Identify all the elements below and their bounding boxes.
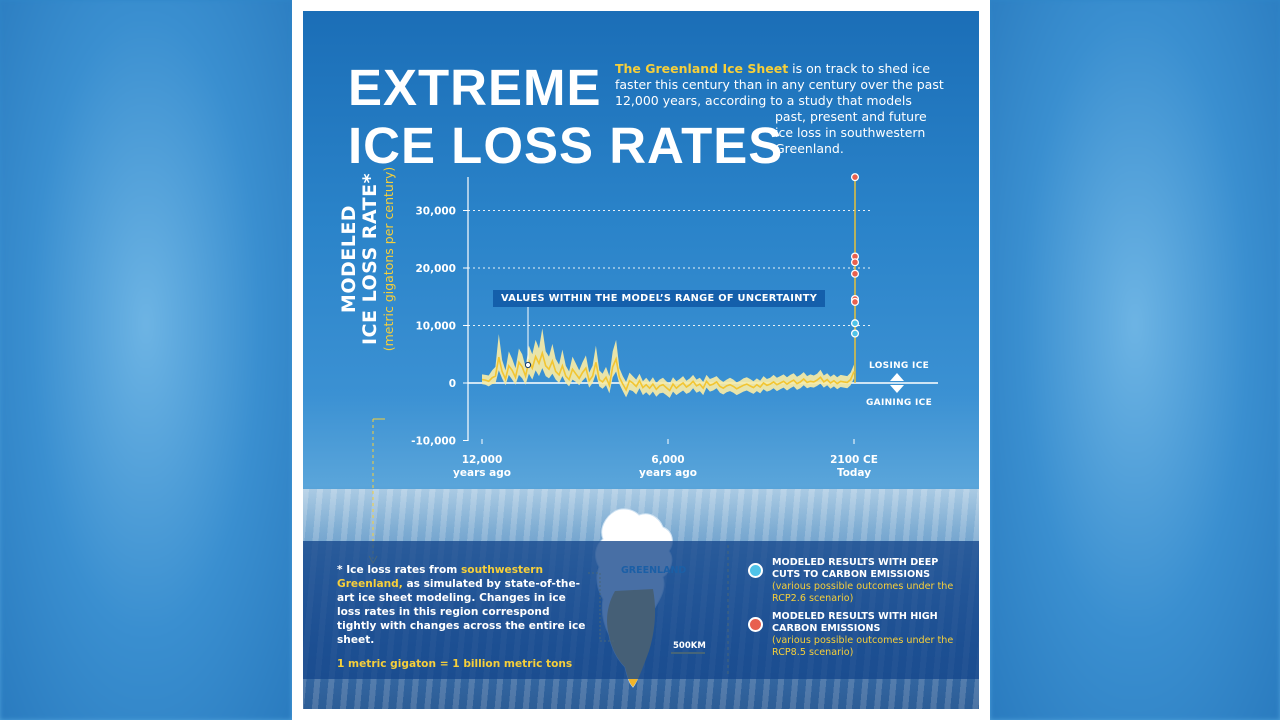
infographic-poster: EXTREME ICE LOSS RATES The Greenland Ice…	[303, 11, 979, 709]
footnote: * Ice loss rates from southwestern Green…	[337, 563, 592, 671]
title-line-2: ICE LOSS RATES	[348, 117, 784, 174]
high-emission-point-5	[850, 297, 860, 306]
y-tick-label-4: -10,000	[411, 436, 456, 448]
title-line-1: EXTREME	[348, 59, 602, 116]
intro-text-2: past, present and future ice loss in sou…	[775, 109, 927, 156]
footnote-star: * Ice loss rates from	[337, 564, 461, 576]
legend-dot-high-emissions	[748, 617, 763, 632]
intro-highlight: The Greenland Ice Sheet	[615, 61, 789, 76]
legend-item-low-emissions: MODELED RESULTS WITH DEEP CUTS TO CARBON…	[748, 557, 968, 605]
high-emission-point-3	[850, 269, 860, 278]
ice-loss-series-line	[481, 350, 855, 392]
poster-title: EXTREME ICE LOSS RATES	[348, 59, 783, 175]
x-tick-label-2-line-2: Today	[837, 467, 871, 479]
gigaton-definition: 1 metric gigaton = 1 billion metric tons	[337, 658, 573, 670]
gaining-ice-arrow-icon	[890, 385, 904, 393]
footnote-text: as simulated by state-of-the-art ice she…	[337, 578, 586, 646]
map-scale-label: 500KM	[673, 641, 706, 651]
gaining-ice-label: GAINING ICE	[866, 398, 933, 408]
losing-ice-arrow-icon	[890, 373, 904, 381]
blurred-background-right	[990, 0, 1280, 720]
legend-title-low-emissions: MODELED RESULTS WITH DEEP CUTS TO CARBON…	[772, 557, 939, 580]
intro-paragraph: The Greenland Ice Sheet is on track to s…	[615, 61, 945, 157]
footnote-highlight: southwestern Greenland,	[337, 564, 544, 590]
blurred-background-left	[0, 0, 292, 720]
legend-sub-high-emissions: (various possible outcomes under the RCP…	[772, 635, 954, 658]
x-tick-label-2-line-1: 2100 CE	[830, 454, 878, 466]
uncertainty-callout: VALUES WITHIN THE MODEL’S RANGE OF UNCER…	[493, 290, 826, 307]
legend-title-high-emissions: MODELED RESULTS WITH HIGH CARBON EMISSIO…	[772, 611, 938, 634]
x-tick-label-1-line-2: years ago	[639, 467, 697, 479]
x-tick-label-1-line-1: 6,000	[651, 454, 684, 466]
high-emission-point-2	[850, 258, 860, 267]
legend-sub-low-emissions: (various possible outcomes under the RCP…	[772, 581, 954, 604]
y-tick-label-0: 30,000	[415, 206, 456, 218]
legend-item-high-emissions: MODELED RESULTS WITH HIGH CARBON EMISSIO…	[748, 611, 968, 659]
legend: MODELED RESULTS WITH DEEP CUTS TO CARBON…	[748, 557, 968, 665]
losing-ice-label: LOSING ICE	[869, 361, 930, 371]
x-tick-label-0-line-2: years ago	[453, 467, 511, 479]
intro-text-1: is on track to shed ice faster this cent…	[615, 61, 944, 108]
low-emission-point-0	[850, 319, 860, 328]
y-tick-label-2: 10,000	[415, 321, 456, 333]
legend-dot-low-emissions	[748, 563, 763, 578]
uncertainty-band	[482, 328, 854, 398]
greenland-map-label: GREENLAND	[621, 565, 687, 576]
y-tick-label-1: 20,000	[415, 263, 456, 275]
y-tick-label-3: 0	[449, 378, 456, 390]
x-tick-label-0-line-1: 12,000	[462, 454, 503, 466]
high-emission-point-0	[850, 173, 860, 182]
low-emission-point-1	[850, 329, 860, 338]
bottom-info-panel	[303, 541, 979, 679]
callout-pointer-dot	[524, 361, 532, 369]
